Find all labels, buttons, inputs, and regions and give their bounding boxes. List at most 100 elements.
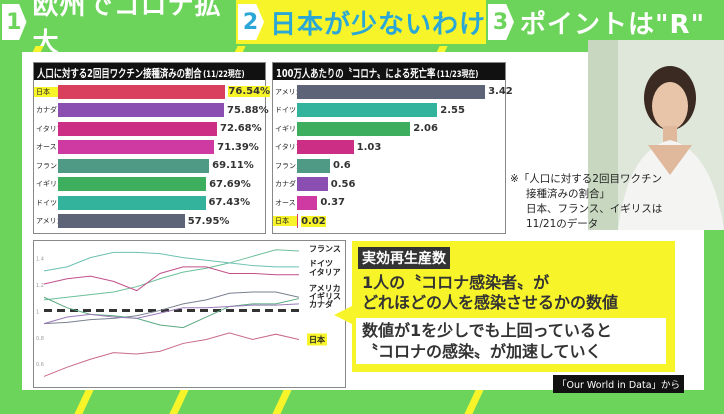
y-tick-label: 1.4 bbox=[36, 257, 44, 263]
footnote: ※「人口に対する2回目ワクチン 接種済みの割合」 日本、フランス、イギリスは 1… bbox=[510, 172, 662, 232]
bar-label: イギリス bbox=[36, 180, 58, 188]
series-line bbox=[43, 332, 300, 377]
bar-label: 日本 bbox=[34, 86, 58, 97]
topic-2-active: 2 日本が少ないわけ bbox=[236, 0, 486, 44]
bar-value: 0.37 bbox=[320, 197, 346, 208]
topic-label: 日本が少ないわけ bbox=[270, 9, 487, 40]
bar bbox=[297, 158, 330, 173]
bar-value: 0.02 bbox=[301, 215, 326, 227]
chart-date: (11/23現在) bbox=[436, 70, 479, 80]
series-line bbox=[43, 291, 300, 325]
bar-row: イギリス 67.69% bbox=[34, 177, 251, 192]
y-tick-label: 1 bbox=[36, 309, 39, 315]
chart-title: 人口に対する2回目ワクチン接種済みの割合 (11/22現在) bbox=[34, 63, 265, 80]
bar-label: カナダ bbox=[275, 180, 296, 188]
bar-label: ドイツ bbox=[275, 106, 296, 114]
bar-label: オーストラリア bbox=[36, 143, 58, 151]
highlight bbox=[307, 333, 327, 346]
death-rate-chart: 100万人あたりの〝コロナ〟による死亡率(11/23現在) アメリカ 3.42 ドイ… bbox=[272, 62, 513, 234]
bar-value: 57.95% bbox=[187, 215, 230, 227]
bar-value: 2.55 bbox=[440, 104, 465, 116]
bar bbox=[58, 140, 215, 154]
decor-stripe bbox=[272, 390, 292, 414]
bar-label: イギリス bbox=[275, 124, 297, 133]
series-label: イタリア bbox=[309, 267, 341, 277]
bar-label: オーストラリア bbox=[275, 198, 297, 207]
bar bbox=[58, 214, 185, 228]
bar-value: 0.56 bbox=[330, 178, 356, 190]
bar-value: 67.43% bbox=[208, 197, 251, 208]
bar bbox=[297, 121, 411, 136]
bar-value: 75.88% bbox=[226, 104, 269, 116]
bar bbox=[297, 103, 438, 117]
series-label: イギリス bbox=[309, 291, 341, 301]
callout-explanation: 数値が1を少しでも上回っていると 〝コロナの感染〟が加速していく bbox=[356, 318, 666, 364]
bar-value: 0.6 bbox=[333, 160, 351, 171]
note-line: 接種済みの割合」 bbox=[526, 188, 610, 200]
bar-label: ドイツ bbox=[36, 198, 57, 207]
series-line bbox=[43, 266, 299, 292]
bar-row: イタリア 72.68% bbox=[34, 121, 262, 136]
topic-label: ポイントは"R" bbox=[520, 9, 706, 40]
decor-stripe bbox=[464, 390, 484, 414]
bar-row: オーストラリア 71.39% bbox=[34, 140, 259, 155]
vaccination-chart: 人口に対する2回目ワクチン接種済みの割合 (11/22現在) 日本 76.54% カナ… bbox=[33, 62, 271, 234]
bar-label: イタリア bbox=[275, 143, 297, 151]
series-line bbox=[43, 249, 300, 301]
note-line: ※「人口に対する2回目ワクチン bbox=[510, 173, 662, 185]
bar-row: オーストラリア 0.37 bbox=[273, 195, 345, 210]
bar-row: イタリア 1.03 bbox=[273, 140, 381, 155]
series-label: カナダ bbox=[309, 299, 333, 309]
series-line bbox=[43, 303, 300, 325]
bar-value: 69.11% bbox=[212, 160, 254, 171]
callout-definition: 1人の〝コロナ感染者〟が どれほどの人を感染させるかの数値 bbox=[362, 273, 619, 312]
note-line: 日本、フランス、イギリスは bbox=[526, 203, 663, 215]
topic-1: 1 欧州でコロナ拡大 bbox=[0, 0, 236, 58]
bar-row: アメリカ 3.42 bbox=[273, 84, 513, 99]
series-line bbox=[43, 296, 300, 329]
bar-value: 2.06 bbox=[413, 123, 438, 134]
bar bbox=[58, 103, 224, 117]
chart-title: 100万人あたりの〝コロナ〟による死亡率 (11/23現在) bbox=[273, 63, 505, 80]
series-line bbox=[43, 251, 299, 272]
bar bbox=[297, 177, 328, 191]
bar-row: カナダ 75.88% bbox=[34, 103, 269, 118]
bar-value: 76.54% bbox=[228, 86, 271, 97]
bar-label: アメリカ bbox=[275, 87, 297, 96]
decor-stripe bbox=[169, 390, 189, 414]
bar-row: ドイツ 2.55 bbox=[273, 103, 465, 118]
callout-tag: 実効再生産数 bbox=[358, 247, 450, 269]
bar-label: イタリア bbox=[36, 124, 58, 133]
bar-label: アメリカ bbox=[36, 217, 58, 225]
series-label: フランス bbox=[309, 244, 341, 253]
bar-value: 67.69% bbox=[209, 178, 251, 190]
topic-number: 1 bbox=[2, 4, 27, 40]
series-label: ドイツ bbox=[309, 259, 333, 268]
bar-row: 日本 0.02 bbox=[273, 214, 326, 229]
bar-value: 72.68% bbox=[219, 123, 262, 134]
bar-row: ドイツ 67.43% bbox=[34, 195, 250, 210]
reproduction-line-chart: 1.41.210.80.60.4フランスドイツイタリアアメリカイギリスカナダ日本 bbox=[33, 240, 346, 395]
bar bbox=[58, 195, 206, 210]
bar bbox=[297, 195, 318, 210]
topic-3: 3 ポイントは"R" bbox=[486, 0, 724, 44]
bar-row: カナダ 0.56 bbox=[273, 177, 355, 192]
bar-row: イギリス 2.06 bbox=[273, 121, 438, 136]
bar bbox=[58, 177, 207, 191]
bar-value: 3.42 bbox=[488, 86, 513, 97]
bar-row: アメリカ 57.95% bbox=[34, 214, 229, 229]
bar-row: 日本 76.54% bbox=[34, 84, 271, 99]
y-tick-label: 0.6 bbox=[36, 362, 44, 368]
decor-stripe bbox=[74, 390, 94, 414]
chart-title-text: 100万人あたりの〝コロナ〟による死亡率 bbox=[276, 67, 436, 80]
bar-value: 1.03 bbox=[356, 141, 382, 153]
bar bbox=[58, 84, 226, 99]
bar-value: 71.39% bbox=[217, 141, 259, 153]
bar-row: フランス 0.6 bbox=[273, 158, 351, 173]
bar-label: 日本 bbox=[273, 216, 297, 226]
callout-box: 実効再生産数 1人の〝コロナ感染者〟が どれほどの人を感染させるかの数値 数値が1… bbox=[352, 241, 675, 372]
chart-title-text: 人口に対する2回目ワクチン接種済みの割合 bbox=[37, 67, 202, 80]
topic-bar: 1 欧州でコロナ拡大 2 日本が少ないわけ 3 ポイントは"R" bbox=[0, 0, 724, 58]
bar bbox=[297, 214, 299, 228]
bar-label: フランス bbox=[36, 161, 58, 170]
